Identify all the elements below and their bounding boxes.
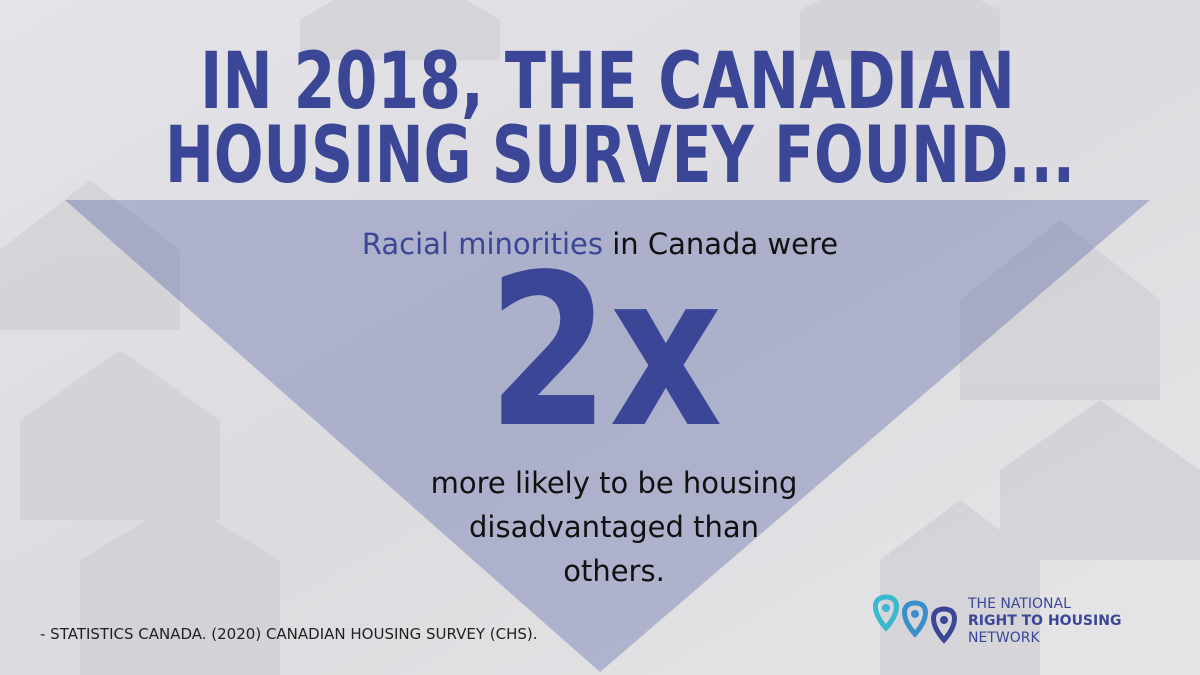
source: - STATISTICS CANADA. (2020) CANADIAN HOU… [40,625,538,643]
logo: THE NATIONAL RIGHT TO HOUSING NETWORK [873,594,1121,646]
figure: 2x [488,229,723,474]
highlight: Racial minorities [362,227,603,261]
logo-line: NETWORK [968,630,1040,646]
title-line: IN 2018, THE CANADIAN [200,37,1015,127]
logo-icon [873,594,957,644]
logo-line: RIGHT TO HOUSING [968,613,1121,629]
lead-rest: in Canada were [612,227,838,261]
body-line: more likely to be housing [431,466,798,500]
body-line: others. [563,554,665,588]
body-line: disadvantaged than [469,510,759,544]
lead-text: Racial minorities in Canada were [362,227,838,261]
logo-line: THE NATIONAL [967,596,1071,612]
triangle [65,200,1150,672]
title-line: HOUSING SURVEY FOUND... [165,111,1075,201]
